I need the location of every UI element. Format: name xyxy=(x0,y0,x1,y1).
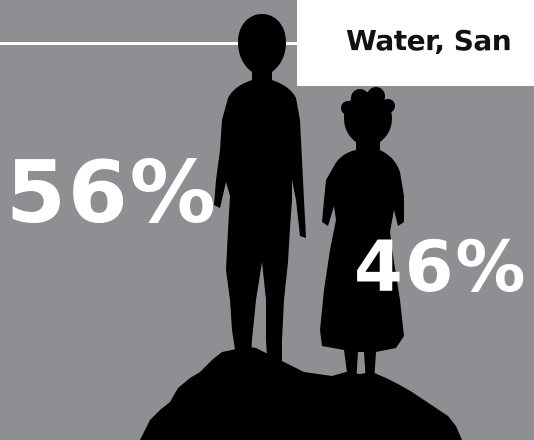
girl-silhouette xyxy=(320,92,404,384)
girl-hair xyxy=(367,87,385,105)
girl-hair xyxy=(381,99,395,113)
rubble-pile xyxy=(140,346,462,440)
title-banner: Water, San xyxy=(297,0,534,86)
girl-hair xyxy=(351,89,369,107)
boy-silhouette xyxy=(214,14,306,374)
banner-title: Water, San xyxy=(346,24,512,57)
girl-hair xyxy=(341,101,355,115)
stat-right-percent: 46% xyxy=(354,226,528,308)
divider-line xyxy=(0,42,310,45)
stat-left-percent: 56% xyxy=(6,143,218,243)
